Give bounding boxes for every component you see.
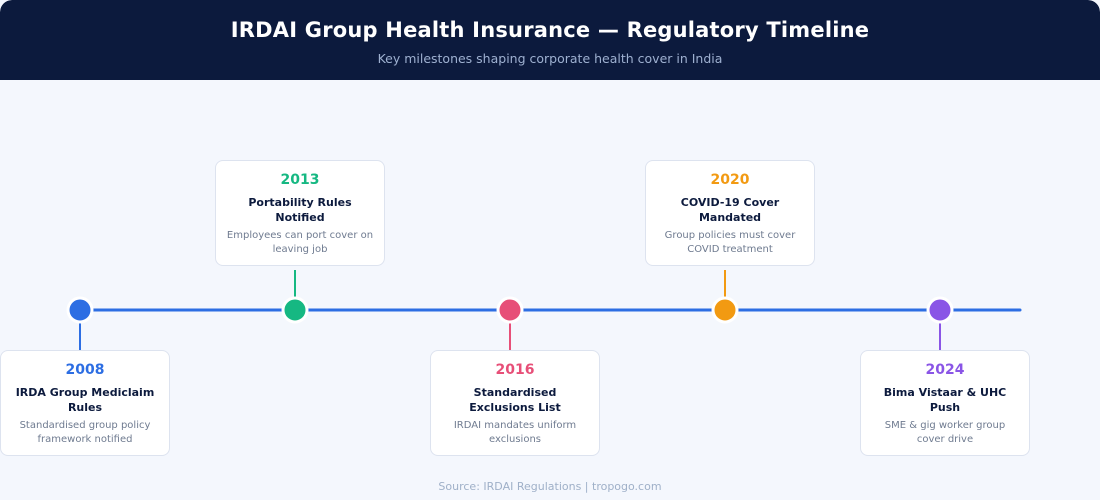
milestone-dot-2024 — [926, 296, 954, 324]
milestone-year: 2024 — [925, 362, 965, 378]
milestone-description: Employees can port cover on leaving job — [226, 230, 374, 255]
milestone-title: Portability Rules Notified — [248, 196, 352, 224]
milestone-dot-2013 — [281, 296, 309, 324]
milestone-title: Bima Vistaar & UHC Push — [883, 386, 1007, 414]
milestone-title: IRDA Group Mediclaim Rules — [15, 386, 155, 414]
milestone-description: Group policies must cover COVID treatmen… — [664, 230, 796, 255]
milestone-year: 2020 — [710, 172, 750, 188]
milestone-description: SME & gig worker group cover drive — [884, 420, 1006, 445]
milestone-title: COVID-19 Cover Mandated — [680, 196, 780, 224]
milestone-card-2013: 2013 Portability Rules Notified Employee… — [215, 160, 385, 266]
milestone-card-2024: 2024 Bima Vistaar & UHC Push SME & gig w… — [860, 350, 1030, 456]
milestone-description: IRDAI mandates uniform exclusions — [453, 420, 577, 445]
milestone-dot-2020 — [711, 296, 739, 324]
source-footer: Source: IRDAI Regulations | tropogo.com — [438, 480, 662, 493]
milestone-dot-2016 — [496, 296, 524, 324]
page-subtitle: Key milestones shaping corporate health … — [377, 51, 723, 66]
milestone-card-2008: 2008 IRDA Group Mediclaim Rules Standard… — [0, 350, 170, 456]
milestone-year: 2008 — [65, 362, 105, 378]
milestone-card-2020: 2020 COVID-19 Cover Mandated Group polic… — [645, 160, 815, 266]
milestone-description: Standardised group policy framework noti… — [19, 420, 151, 445]
header-banner: IRDAI Group Health Insurance — Regulator… — [0, 0, 1100, 80]
milestone-card-2016: 2016 Standardised Exclusions List IRDAI … — [430, 350, 600, 456]
milestone-year: 2016 — [495, 362, 535, 378]
milestone-title: Standardised Exclusions List — [469, 386, 561, 414]
milestone-year: 2013 — [280, 172, 320, 188]
page-title: IRDAI Group Health Insurance — Regulator… — [230, 18, 870, 42]
milestone-dot-2008 — [66, 296, 94, 324]
